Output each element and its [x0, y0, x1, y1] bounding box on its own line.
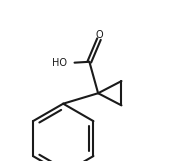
Text: O: O: [95, 30, 103, 40]
Text: HO: HO: [52, 58, 67, 68]
